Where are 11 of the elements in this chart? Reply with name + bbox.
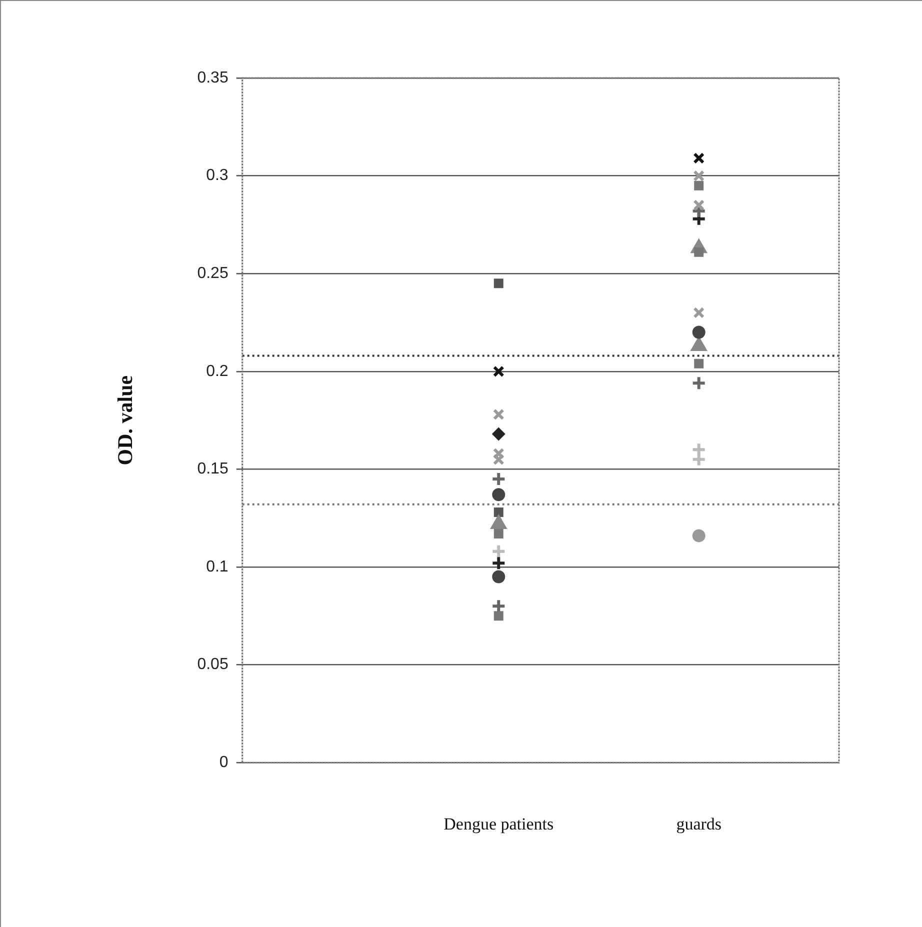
x-tick-label: Dengue patients	[444, 814, 554, 834]
y-axis-title: OD. value	[113, 375, 138, 466]
y-tick-label: 0	[219, 754, 228, 772]
y-tick-label: 0.05	[197, 656, 228, 674]
y-tick-label: 0.1	[206, 558, 228, 576]
y-tick-label: 0.25	[197, 265, 228, 282]
y-tick-label: 0.3	[206, 167, 228, 184]
y-tick-label: 0.2	[206, 362, 228, 380]
y-tick-label: 0.15	[197, 460, 228, 478]
x-tick-label: guards	[676, 814, 722, 834]
y-tick-label: 0.35	[197, 69, 228, 86]
